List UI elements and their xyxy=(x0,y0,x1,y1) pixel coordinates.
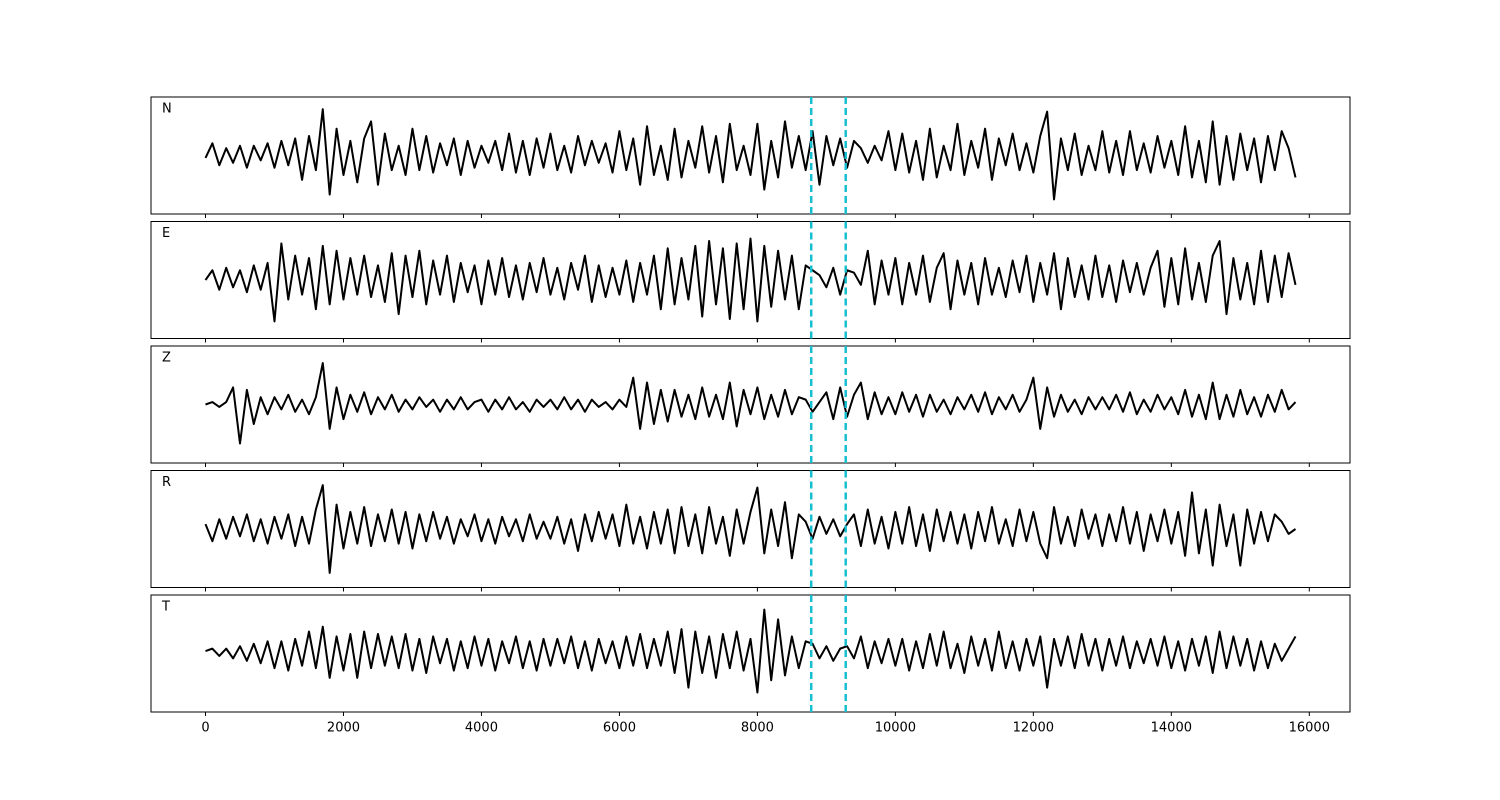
x-tick-label: 2000 xyxy=(327,721,360,736)
x-tick-label: 14000 xyxy=(1151,721,1192,736)
trace xyxy=(204,237,1297,323)
panel-frame xyxy=(150,594,1351,713)
x-tick-label: 6000 xyxy=(603,721,636,736)
x-tick-label: 16000 xyxy=(1289,721,1330,736)
panel-frame xyxy=(150,345,1351,464)
x-tick-label: 8000 xyxy=(741,721,774,736)
trace xyxy=(205,608,1297,694)
trace xyxy=(205,362,1297,445)
x-tick-label: 10000 xyxy=(875,721,916,736)
panel-label: T xyxy=(161,600,170,615)
x-tick-label: 4000 xyxy=(465,721,498,736)
panel-frame xyxy=(150,96,1351,215)
trace xyxy=(204,484,1297,574)
trace xyxy=(204,108,1297,201)
x-tick-label: 12000 xyxy=(1013,721,1054,736)
panel-frame xyxy=(150,470,1351,588)
x-tick-label: 0 xyxy=(201,721,209,736)
panel-label: E xyxy=(162,226,170,241)
panel-label: N xyxy=(162,102,172,117)
panel-label: Z xyxy=(162,351,171,366)
panel-label: R xyxy=(162,475,171,490)
